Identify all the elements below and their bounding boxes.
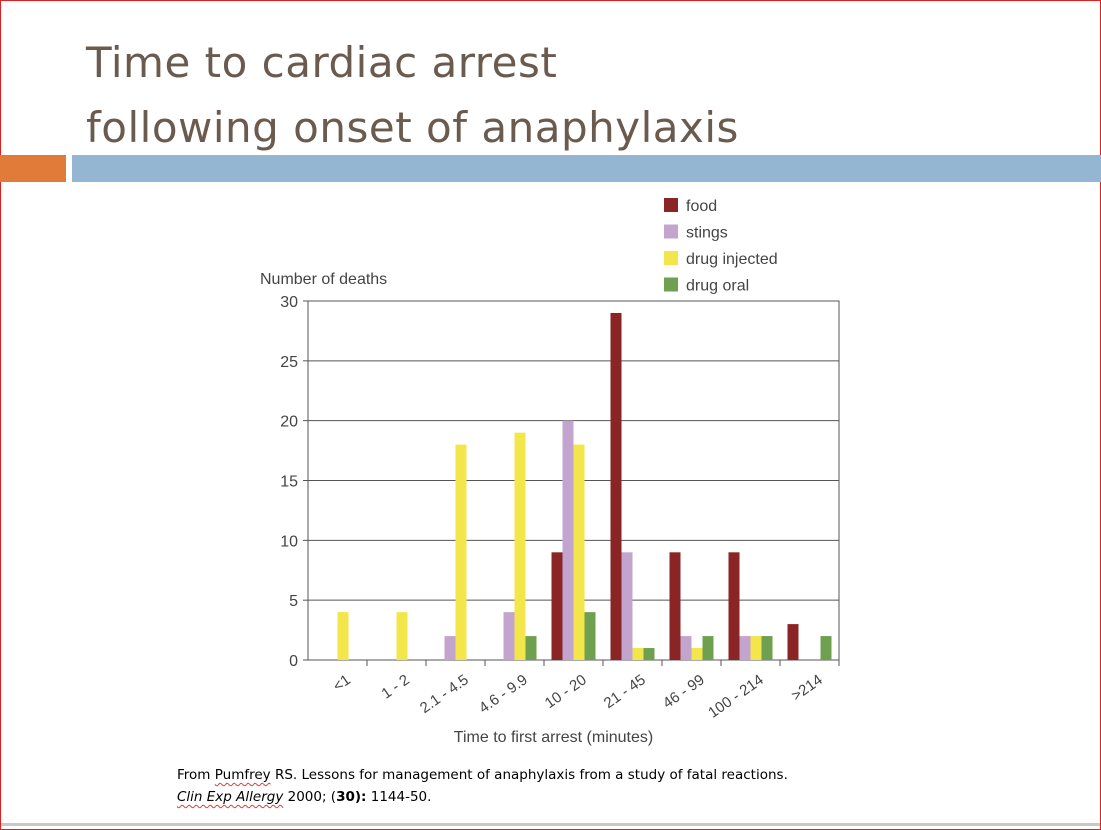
legend-swatch-drug-injected: [664, 251, 678, 265]
bar-food-6: [669, 552, 681, 660]
bar-drug-oral-8: [820, 636, 832, 660]
x-tick-label: 21 - 45: [601, 671, 649, 712]
legend-swatch-drug-oral: [664, 277, 678, 292]
bar-drug-injected-1: [396, 612, 408, 660]
slide-bottom-line: [1, 823, 1100, 826]
citation-pages-sep: ):: [354, 789, 367, 805]
bar-food-5: [610, 312, 622, 660]
bar-food-8: [787, 624, 799, 660]
x-tick-label: 46 - 99: [660, 671, 708, 712]
bar-drug-injected-7: [750, 636, 762, 660]
legend-label-food: food: [686, 198, 717, 215]
y-tick-label: 0: [289, 653, 298, 670]
legend-label-drug-injected: drug injected: [686, 251, 778, 268]
bar-drug-injected-4: [573, 444, 585, 660]
bar-drug-oral-5: [643, 648, 655, 660]
slide-title-line1: Time to cardiac arrest: [86, 38, 558, 87]
accent-bar-blue: [72, 155, 1101, 182]
bar-stings-3: [503, 612, 515, 660]
x-tick-label: 100 - 214: [705, 671, 767, 721]
bar-stings-4: [562, 420, 574, 660]
bar-drug-oral-7: [761, 636, 773, 660]
x-tick-label: 1 - 2: [378, 671, 412, 702]
legend-label-drug-oral: drug oral: [686, 278, 749, 295]
y-tick-label: 5: [289, 593, 298, 610]
bar-drug-injected-0: [337, 612, 349, 660]
bar-drug-oral-6: [702, 636, 714, 660]
y-tick-label: 15: [280, 474, 298, 491]
slide-title-line2: following onset of anaphylaxis: [86, 103, 739, 152]
citation-line1: From Pumfrey RS. Lessons for management …: [177, 764, 788, 786]
citation-line2: Clin Exp Allergy 2000; (30): 1144-50.: [177, 786, 788, 808]
bar-stings-5: [621, 552, 633, 660]
bar-drug-injected-6: [691, 648, 703, 660]
bar-drug-oral-4: [584, 612, 596, 660]
legend-swatch-food: [664, 198, 678, 212]
y-tick-label: 30: [280, 294, 298, 311]
x-tick-label: 4.6 - 9.9: [476, 671, 531, 716]
x-axis-label: Time to first arrest (minutes): [454, 729, 653, 746]
bar-stings-2: [444, 636, 456, 660]
legend-swatch-stings: [664, 224, 678, 239]
bar-food-4: [551, 552, 563, 660]
y-axis-label: Number of deaths: [260, 271, 387, 288]
citation-volume: 30: [336, 789, 355, 805]
citation-title: RS. Lessons for management of anaphylaxi…: [270, 767, 788, 783]
accent-bar-orange: [0, 155, 66, 182]
y-tick-label: 20: [280, 414, 298, 431]
legend-label-stings: stings: [686, 225, 728, 242]
bar-stings-7: [739, 636, 751, 660]
citation-author: Pumfrey: [214, 767, 271, 783]
y-tick-label: 10: [280, 533, 298, 550]
bar-drug-injected-5: [632, 648, 644, 660]
bar-stings-6: [680, 636, 692, 660]
y-tick-label: 25: [280, 354, 298, 371]
x-tick-label: >214: [788, 671, 825, 704]
x-tick-label: 10 - 20: [542, 671, 590, 712]
slide-title: Time to cardiac arrest following onset o…: [86, 30, 739, 160]
bar-drug-injected-2: [455, 444, 467, 660]
x-tick-label: <1: [330, 671, 354, 695]
bar-food-7: [728, 552, 740, 660]
citation-year: 2000; (: [283, 789, 337, 805]
x-tick-label: 2.1 - 4.5: [417, 671, 472, 716]
citation: From Pumfrey RS. Lessons for management …: [177, 764, 788, 808]
citation-pages: 1144-50.: [366, 789, 432, 805]
bar-drug-injected-3: [514, 432, 526, 660]
citation-journal: Clin Exp Allergy: [177, 789, 284, 805]
citation-prefix: From: [177, 767, 215, 783]
bar-drug-oral-3: [525, 636, 537, 660]
